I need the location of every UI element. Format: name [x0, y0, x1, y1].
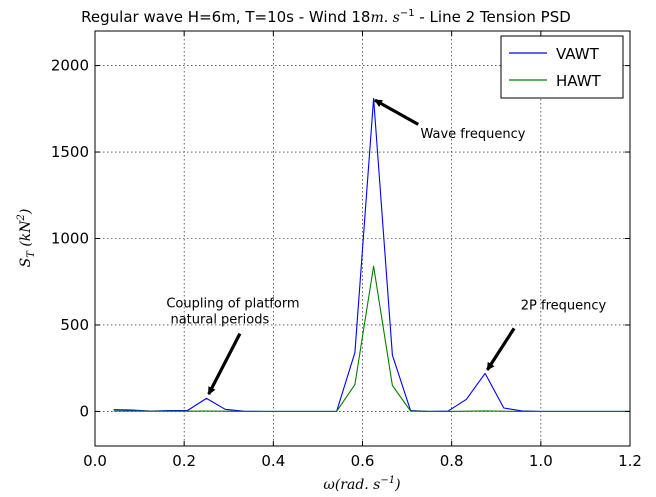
legend-box: [500, 35, 624, 99]
y-axis-label-main: S: [18, 258, 34, 268]
chart-title-unit-exponent: −1: [400, 8, 415, 19]
y-axis-label: ST (kN2): [16, 209, 37, 268]
x-tick-label: 0.8: [440, 452, 464, 470]
x-tick-labels: 0.0 0.2 0.4 0.6 0.8 1.0 1.2: [83, 452, 642, 470]
y-axis-label-subscript: T: [26, 250, 37, 258]
y-tick-label: 500: [60, 316, 89, 334]
series-layer: [113, 97, 630, 412]
axis-ticks: [94, 31, 631, 446]
annotation-text: Coupling of platform: [166, 297, 299, 312]
x-axis-label-main: ω(rad. s: [323, 477, 380, 493]
chart-title-main: Regular wave H=6m, T=10s - Wind 18: [81, 8, 370, 26]
x-tick-label: 0.0: [83, 452, 107, 470]
annotation-arrow: [374, 98, 420, 126]
x-tick-label: 0.4: [261, 452, 285, 470]
annotation-arrow: [485, 327, 516, 371]
y-axis-label-exponent: 2: [16, 214, 27, 221]
y-axis-label-unit: (kN: [18, 220, 34, 251]
plot-area: [94, 30, 631, 447]
series-line-hawt: [113, 265, 630, 412]
y-tick-label: 0: [79, 402, 89, 420]
y-tick-label: 2000: [51, 57, 89, 75]
y-tick-label: 1000: [51, 230, 89, 248]
x-tick-label: 1.0: [529, 452, 553, 470]
x-tick-label: 0.6: [351, 452, 375, 470]
y-axis-label-close: ): [18, 209, 34, 215]
legend: VAWT HAWT: [500, 35, 624, 99]
y-tick-label: 1500: [51, 143, 89, 161]
chart-title-suffix: - Line 2 Tension PSD: [415, 8, 571, 26]
y-tick-labels: 0 500 1000 1500 2000: [51, 57, 89, 421]
annotation-text: Wave frequency: [420, 127, 525, 142]
x-axis-label: ω(rad. s−1): [323, 475, 400, 493]
annotation-text: natural periods: [166, 313, 269, 328]
x-axis-label-close: ): [394, 477, 400, 493]
annotation-arrow: [207, 332, 242, 396]
x-axis-label-exponent: −1: [380, 475, 395, 486]
annotation-text: 2P frequency: [521, 298, 607, 313]
x-tick-label: 0.2: [172, 452, 196, 470]
x-tick-label: 1.2: [618, 452, 642, 470]
chart-title-unit: m. s: [370, 10, 399, 26]
legend-label-vawt: VAWT: [556, 45, 600, 63]
chart-title: Regular wave H=6m, T=10s - Wind 18m. s−1…: [81, 8, 571, 26]
annotations: Wave frequency 2P frequency Coupling of pl…: [166, 98, 607, 396]
legend-label-hawt: HAWT: [556, 72, 602, 90]
